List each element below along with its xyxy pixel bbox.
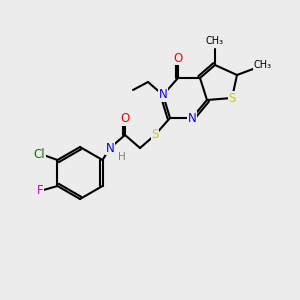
Text: S: S bbox=[151, 128, 159, 142]
Text: Cl: Cl bbox=[34, 148, 45, 161]
Text: F: F bbox=[37, 184, 44, 196]
Text: CH₃: CH₃ bbox=[254, 60, 272, 70]
Text: O: O bbox=[120, 112, 130, 125]
Text: S: S bbox=[228, 92, 236, 104]
Text: H: H bbox=[118, 152, 126, 162]
Text: N: N bbox=[106, 142, 114, 154]
Text: N: N bbox=[159, 88, 167, 101]
Text: CH₃: CH₃ bbox=[206, 36, 224, 46]
Text: N: N bbox=[188, 112, 196, 124]
Text: O: O bbox=[173, 52, 183, 64]
